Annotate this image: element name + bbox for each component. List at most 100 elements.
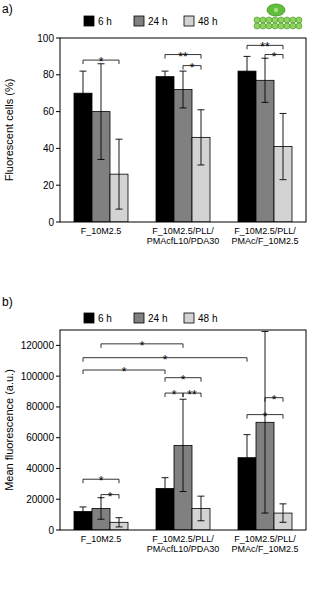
x-tick-label-line: F_10M2.5 — [81, 226, 122, 236]
particle — [296, 17, 302, 23]
x-tick-label: F_10M2.5/PLL/PMAcfL10/PDA30 — [147, 226, 220, 246]
y-tick — [56, 74, 60, 75]
y-tick-label: 20 — [43, 180, 55, 191]
y-tick-label: 120000 — [21, 340, 55, 351]
legend: 6 h24 h48 h — [84, 313, 217, 324]
significance-label: * — [99, 55, 104, 69]
error-bar — [98, 498, 105, 520]
x-tick-label-line: F_10M2.5/PLL/ — [234, 226, 296, 236]
particle — [278, 23, 284, 29]
legend-swatch — [134, 16, 144, 26]
legend-swatch — [84, 313, 94, 323]
significance-label: * — [263, 410, 268, 424]
particle — [272, 23, 278, 29]
error-bar — [116, 139, 123, 209]
significance-label: ** — [260, 40, 270, 54]
particle — [296, 23, 302, 29]
significance-label: * — [122, 365, 127, 379]
significance-label: * — [190, 61, 195, 75]
x-tick-label-line: PMAc/F_10M2.5 — [231, 236, 298, 246]
panel-label: b) — [2, 295, 13, 309]
y-tick-label: 0 — [48, 217, 54, 228]
legend-label: 6 h — [98, 16, 112, 27]
significance-label: * — [99, 474, 104, 488]
error-bar — [198, 496, 205, 521]
legend-label: 6 h — [98, 313, 112, 324]
error-bar — [262, 332, 269, 514]
x-tick-label-line: PMAcfL10/PDA30 — [147, 236, 220, 246]
plot-frame — [60, 38, 306, 222]
error-bar — [244, 435, 251, 481]
bar — [174, 90, 192, 222]
cell-icon — [254, 4, 302, 29]
error-bar — [244, 56, 251, 85]
error-bar — [116, 518, 123, 527]
cell-nucleus — [274, 8, 278, 12]
y-tick-label: 0 — [48, 525, 54, 536]
legend-label: 48 h — [198, 16, 217, 27]
significance-label: * — [272, 393, 277, 407]
error-bar — [180, 399, 187, 491]
particle — [254, 23, 260, 29]
y-axis-label: Fluorescent cells (%) — [3, 79, 15, 182]
y-tick-label: 40 — [43, 143, 55, 154]
error-bar — [280, 113, 287, 179]
bar — [156, 77, 174, 222]
marks — [74, 332, 292, 530]
legend-swatch — [184, 16, 194, 26]
y-tick-label: 100000 — [21, 371, 55, 382]
legend-swatch — [84, 16, 94, 26]
legend-swatch — [184, 313, 194, 323]
x-tick-label-line: PMAc/F_10M2.5 — [231, 544, 298, 554]
y-tick — [56, 222, 60, 223]
x-tick-label: F_10M2.5/PLL/PMAcfL10/PDA30 — [147, 534, 220, 554]
legend: 6 h 24 h 48 h — [84, 16, 217, 27]
y-tick — [56, 406, 60, 407]
x-tick-label: F_10M2.5/PLL/PMAc/F_10M2.5 — [231, 226, 298, 246]
bar — [238, 71, 256, 222]
legend-label: 24 h — [148, 313, 167, 324]
y-axis-label: Mean fluorescence (a.u.) — [3, 369, 15, 491]
y-tick-label: 80000 — [26, 401, 54, 412]
y-tick-label: 60000 — [26, 432, 54, 443]
particle — [260, 17, 266, 23]
significance-label: * — [272, 50, 277, 64]
y-tick — [56, 185, 60, 186]
particle — [266, 17, 272, 23]
y-tick — [56, 111, 60, 112]
legend-swatch — [134, 313, 144, 323]
significance-label: * — [140, 339, 145, 353]
y-tick-label: 20000 — [26, 494, 54, 505]
significance-label: * — [172, 388, 177, 402]
error-bar — [198, 110, 205, 165]
y-tick-label: 100 — [37, 33, 54, 44]
figure: a) 6 h 24 h 48 h Fluorescent cells (%) 0 20 40 6… — [0, 0, 315, 611]
error-bar — [98, 64, 105, 160]
particle — [284, 23, 290, 29]
error-bar — [280, 504, 287, 522]
error-bar — [262, 58, 269, 102]
y-tick — [56, 38, 60, 39]
significance-label: * — [181, 373, 186, 387]
cell — [267, 4, 285, 16]
particle — [284, 17, 290, 23]
error-bar — [180, 71, 187, 108]
x-tick-label-line: F_10M2.5/PLL/ — [152, 534, 214, 544]
significance-label: * — [108, 490, 113, 504]
significance-label: * — [163, 353, 168, 367]
y-tick — [56, 148, 60, 149]
x-tick-label: F_10M2.5/PLL/PMAc/F_10M2.5 — [231, 534, 298, 554]
error-bar — [80, 71, 87, 115]
x-tick-label: F_10M2.5 — [81, 226, 122, 236]
y-tick — [56, 530, 60, 531]
panel-label: a) — [2, 2, 13, 16]
legend-label: 24 h — [148, 16, 167, 27]
y-tick — [56, 376, 60, 377]
marks — [74, 56, 292, 222]
x-tick-label-line: F_10M2.5/PLL/ — [234, 534, 296, 544]
plot-frame — [60, 330, 306, 530]
particle — [290, 23, 296, 29]
y-tick — [56, 437, 60, 438]
y-tick-label: 60 — [43, 106, 55, 117]
error-bar — [162, 478, 169, 500]
